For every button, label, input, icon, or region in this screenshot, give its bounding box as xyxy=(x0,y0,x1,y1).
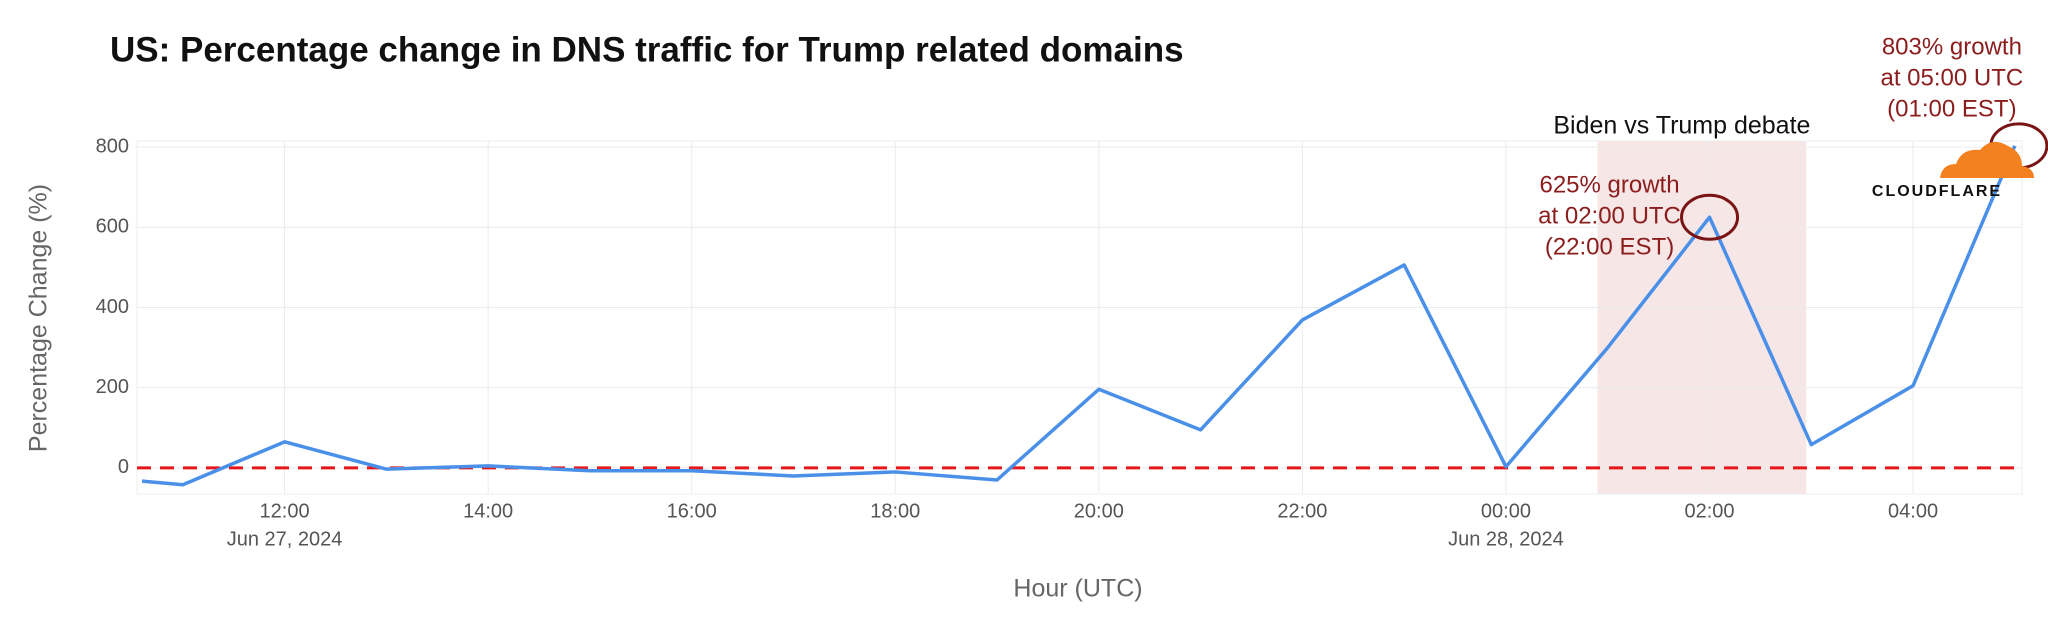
annotation-text: 803% growth xyxy=(1882,33,2022,60)
logo-cloud xyxy=(1940,141,2034,178)
x-tick-label: 14:00 xyxy=(463,500,513,522)
y-tick-label: 800 xyxy=(96,135,129,157)
x-axis-title: Hour (UTC) xyxy=(1013,575,1142,603)
x-date-label: Jun 27, 2024 xyxy=(227,528,343,550)
plot-border xyxy=(136,140,2023,495)
y-tick-label: 400 xyxy=(96,296,129,318)
x-tick-label: 22:00 xyxy=(1277,500,1327,522)
annotation-text: (01:00 EST) xyxy=(1887,95,2016,122)
shaded-region-label: Biden vs Trump debate xyxy=(1553,112,1810,140)
y-tick-label: 600 xyxy=(96,216,129,238)
x-tick-label: 02:00 xyxy=(1684,500,1734,522)
x-tick-label: 20:00 xyxy=(1074,500,1124,522)
x-tick-label: 18:00 xyxy=(870,500,920,522)
annotation-circle xyxy=(1680,193,1740,241)
x-tick-label: 00:00 xyxy=(1481,500,1531,522)
annotation-text: (22:00 EST) xyxy=(1545,233,1674,260)
annotation-text: at 02:00 UTC xyxy=(1538,202,1681,229)
annotation-text: at 05:00 UTC xyxy=(1881,64,2024,91)
annotation-text: 625% growth xyxy=(1539,171,1679,198)
x-date-label: Jun 28, 2024 xyxy=(1448,528,1564,550)
y-axis-title: Percentage Change (%) xyxy=(25,184,53,452)
y-tick-label: 200 xyxy=(96,376,129,398)
data-line xyxy=(141,145,2017,487)
chart-title: US: Percentage change in DNS traffic for… xyxy=(110,30,1184,69)
logo-text: CLOUDFLARE xyxy=(1872,183,2002,200)
x-tick-label: 16:00 xyxy=(667,500,717,522)
y-tick-label: 0 xyxy=(118,456,129,478)
x-tick-label: 04:00 xyxy=(1888,500,1938,522)
x-tick-label: 12:00 xyxy=(260,500,310,522)
